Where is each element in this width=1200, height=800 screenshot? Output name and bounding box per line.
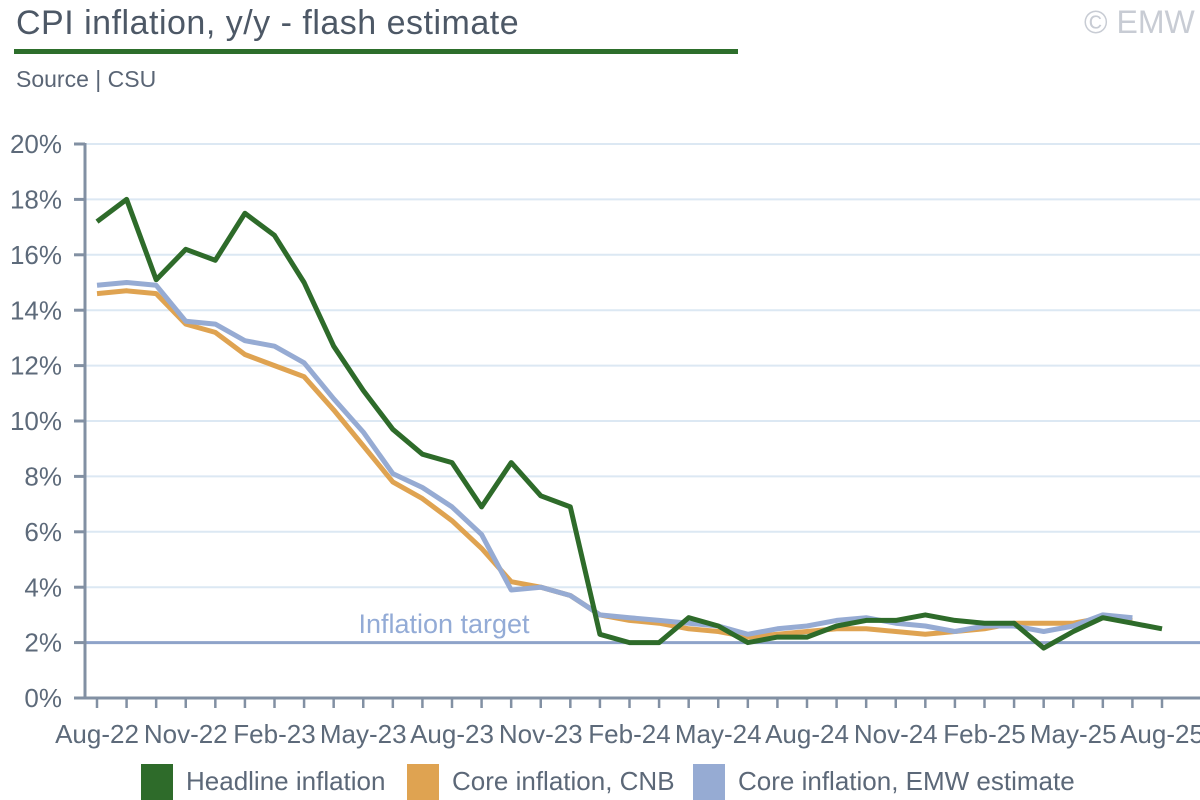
x-axis-label: Aug-23 [410, 719, 494, 749]
x-axis-label: Aug-25 [1120, 719, 1200, 749]
x-axis-label: Aug-24 [765, 719, 849, 749]
inflation-target-label: Inflation target [358, 609, 530, 639]
x-axis-label: Feb-23 [233, 719, 315, 749]
x-axis-label: May-23 [320, 719, 407, 749]
legend-item: Core inflation, EMW estimate [693, 764, 1075, 800]
x-axis-label: May-25 [1030, 719, 1117, 749]
x-axis-label: May-24 [675, 719, 762, 749]
series-line-core-inflation-emw-estimate [96, 280, 1133, 637]
legend-item-label: Core inflation, EMW estimate [738, 766, 1075, 796]
page-title: CPI inflation, y/y - flash estimate [16, 4, 520, 42]
y-axis-label: 0% [24, 683, 62, 713]
y-axis-label: 14% [10, 295, 62, 325]
legend-item-label: Core inflation, CNB [452, 766, 675, 796]
x-axis-label: Nov-23 [499, 719, 583, 749]
y-axis-label: 6% [24, 517, 62, 547]
x-axis-label: Feb-25 [943, 719, 1025, 749]
y-axis-label: 12% [10, 351, 62, 381]
legend-item: Core inflation, CNB [407, 764, 675, 800]
x-axis-label: Feb-24 [588, 719, 670, 749]
y-axis-label: 2% [24, 628, 62, 658]
y-axis-label: 4% [24, 572, 62, 602]
series-line-headline-inflation [95, 196, 1163, 651]
x-axis-label: Nov-24 [854, 719, 938, 749]
legend-swatch [407, 764, 439, 800]
y-axis-label: 10% [10, 406, 62, 436]
x-axis-label: Nov-22 [144, 719, 228, 749]
legend-swatch [141, 764, 173, 800]
legend-swatch [693, 764, 725, 800]
copyright-watermark: © EMW [1084, 4, 1195, 40]
x-axis-label: Aug-22 [55, 719, 139, 749]
source-caption: Source | CSU [16, 66, 157, 92]
y-axis-label: 8% [24, 462, 62, 492]
legend-item: Headline inflation [141, 764, 385, 800]
y-axis-label: 18% [10, 185, 62, 215]
y-axis-label: 16% [10, 240, 62, 270]
y-axis-label: 20% [10, 129, 62, 159]
legend-item-label: Headline inflation [186, 766, 386, 796]
title-underline [14, 49, 738, 54]
chart-legend: Headline inflation Core inflation, CNB Cor… [0, 764, 1200, 800]
